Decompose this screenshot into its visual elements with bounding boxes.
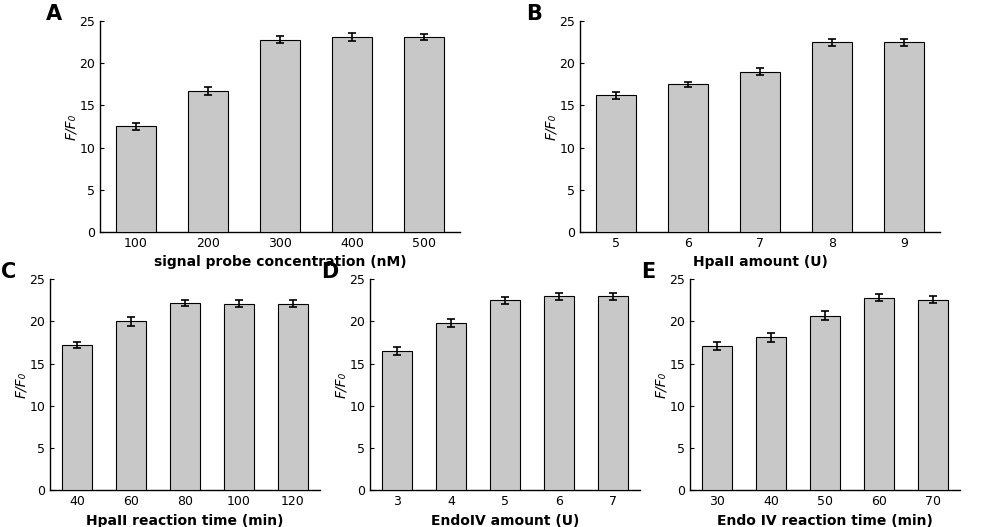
- Bar: [756, 337, 786, 490]
- Bar: [382, 351, 412, 490]
- X-axis label: HpaII amount (U): HpaII amount (U): [693, 255, 827, 269]
- Y-axis label: F/F₀: F/F₀: [544, 113, 558, 140]
- Bar: [490, 300, 520, 490]
- Bar: [668, 84, 708, 232]
- Bar: [62, 345, 92, 490]
- X-axis label: signal probe concentration (nM): signal probe concentration (nM): [154, 255, 406, 269]
- Y-axis label: F/F₀: F/F₀: [334, 372, 348, 398]
- Bar: [544, 296, 574, 490]
- Bar: [436, 323, 466, 490]
- Bar: [116, 321, 146, 490]
- Bar: [116, 126, 156, 232]
- Text: C: C: [1, 262, 17, 282]
- Bar: [278, 304, 308, 490]
- Bar: [332, 37, 372, 232]
- X-axis label: EndoIV amount (U): EndoIV amount (U): [431, 513, 579, 527]
- Y-axis label: F/F₀: F/F₀: [654, 372, 668, 398]
- Text: A: A: [46, 4, 62, 24]
- Text: B: B: [526, 4, 542, 24]
- Bar: [740, 72, 780, 232]
- Bar: [812, 42, 852, 232]
- Bar: [188, 91, 228, 232]
- Bar: [170, 303, 200, 490]
- Bar: [864, 298, 894, 490]
- X-axis label: HpaII reaction time (min): HpaII reaction time (min): [86, 513, 284, 527]
- Bar: [884, 42, 924, 232]
- Bar: [702, 346, 732, 490]
- Bar: [596, 95, 636, 232]
- Text: D: D: [321, 262, 339, 282]
- Bar: [918, 299, 948, 490]
- Bar: [260, 40, 300, 232]
- X-axis label: Endo IV reaction time (min): Endo IV reaction time (min): [717, 513, 933, 527]
- Text: E: E: [641, 262, 656, 282]
- Bar: [810, 316, 840, 490]
- Y-axis label: F/F₀: F/F₀: [64, 113, 78, 140]
- Bar: [404, 37, 444, 232]
- Y-axis label: F/F₀: F/F₀: [14, 372, 28, 398]
- Bar: [598, 296, 628, 490]
- Bar: [224, 304, 254, 490]
